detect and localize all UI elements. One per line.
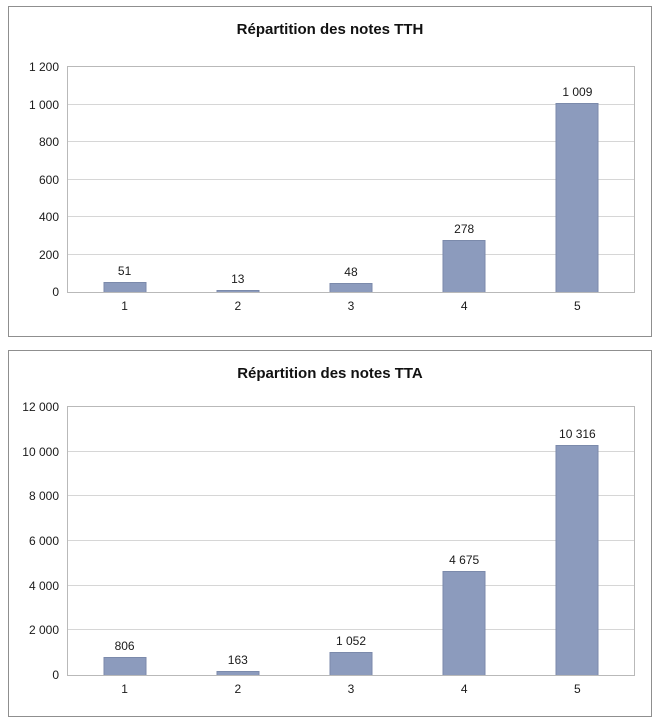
bar-slot: 1 009 5 — [521, 67, 634, 313]
bar-value-label: 48 — [344, 265, 358, 279]
chart-panel-tta: Répartition des notes TTA 0 2 000 4 000 6 0… — [8, 350, 652, 717]
x-tick-label: 1 — [121, 299, 128, 313]
gridline — [68, 178, 634, 180]
bar-value-label: 10 316 — [559, 426, 596, 441]
x-tick-label: 4 — [460, 682, 468, 696]
y-tick-label: 12 000 — [22, 400, 59, 414]
gridline — [68, 216, 634, 218]
plot-area: 0 2 000 4 000 6 000 8 000 10 000 12 000 806 1 163… — [22, 400, 635, 696]
bar — [103, 657, 147, 675]
bar-slot: 806 1 — [68, 407, 181, 696]
bar-slot: 163 2 — [181, 407, 294, 696]
y-tick-label: 800 — [38, 135, 59, 150]
bar — [442, 570, 486, 675]
bar-slot: 1 052 3 — [294, 407, 407, 696]
x-tick-label: 5 — [574, 299, 581, 313]
bar-slot: 13 2 — [181, 67, 294, 313]
bar — [216, 671, 260, 675]
x-tick-label: 3 — [347, 299, 355, 313]
gridline — [68, 629, 634, 631]
gridline — [68, 450, 634, 452]
bar-slot: 278 4 — [408, 67, 521, 313]
y-tick-label: 0 — [52, 668, 59, 682]
gridline — [68, 584, 634, 586]
bar-value-label: 163 — [227, 653, 248, 668]
bar — [442, 239, 486, 292]
bar-value-label: 278 — [454, 221, 475, 236]
y-tick-label: 1 000 — [28, 97, 59, 112]
x-tick-label: 2 — [234, 682, 242, 696]
bar — [216, 289, 260, 292]
x-tick-label: 3 — [347, 682, 355, 696]
y-tick-label: 1 200 — [28, 60, 59, 74]
y-tick-label: 8 000 — [28, 489, 59, 504]
bar — [555, 444, 599, 675]
y-tick-label: 6 000 — [28, 534, 59, 548]
bar-slot: 10 316 5 — [521, 407, 634, 696]
bar — [555, 102, 599, 292]
y-tick-label: 4 000 — [28, 578, 59, 593]
chart-title-tth: Répartition des notes TTH — [236, 21, 424, 38]
gridline — [68, 103, 634, 105]
bar-slot: 48 3 — [294, 67, 407, 313]
bar — [103, 282, 147, 292]
y-tick-label: 600 — [38, 172, 59, 187]
gridline — [68, 253, 634, 255]
plot-area: 0 200 400 600 800 1 000 1 200 51 1 13 2 48 3 278 4 1 00… — [29, 60, 635, 313]
gridline — [68, 141, 634, 143]
bar — [329, 651, 373, 675]
bar-value-label: 1 052 — [335, 633, 366, 648]
y-tick-label: 200 — [38, 247, 59, 262]
bar-value-label: 51 — [117, 264, 132, 279]
bar — [329, 283, 373, 292]
chart-title-tta: Répartition des notes TTA — [237, 365, 423, 382]
gridline — [68, 540, 634, 541]
chart-panel-tth: Répartition des notes TTH 0 200 400 600 800 1… — [8, 6, 652, 337]
bar-slot: 51 1 — [68, 67, 181, 313]
x-tick-label: 1 — [121, 682, 128, 696]
gridline — [68, 495, 634, 497]
x-tick-label: 2 — [234, 299, 242, 313]
y-tick-label: 10 000 — [22, 444, 59, 459]
bar-slot: 4 675 4 — [408, 407, 521, 696]
x-tick-label: 5 — [574, 682, 581, 696]
bar-value-label: 13 — [231, 271, 245, 286]
bar-value-label: 806 — [114, 639, 135, 653]
y-tick-label: 0 — [52, 285, 59, 299]
y-tick-label: 2 000 — [28, 623, 59, 638]
y-tick-label: 400 — [38, 210, 59, 225]
bar-value-label: 1 009 — [562, 84, 593, 99]
bar-value-label: 4 675 — [449, 552, 480, 567]
x-tick-label: 4 — [460, 299, 468, 313]
